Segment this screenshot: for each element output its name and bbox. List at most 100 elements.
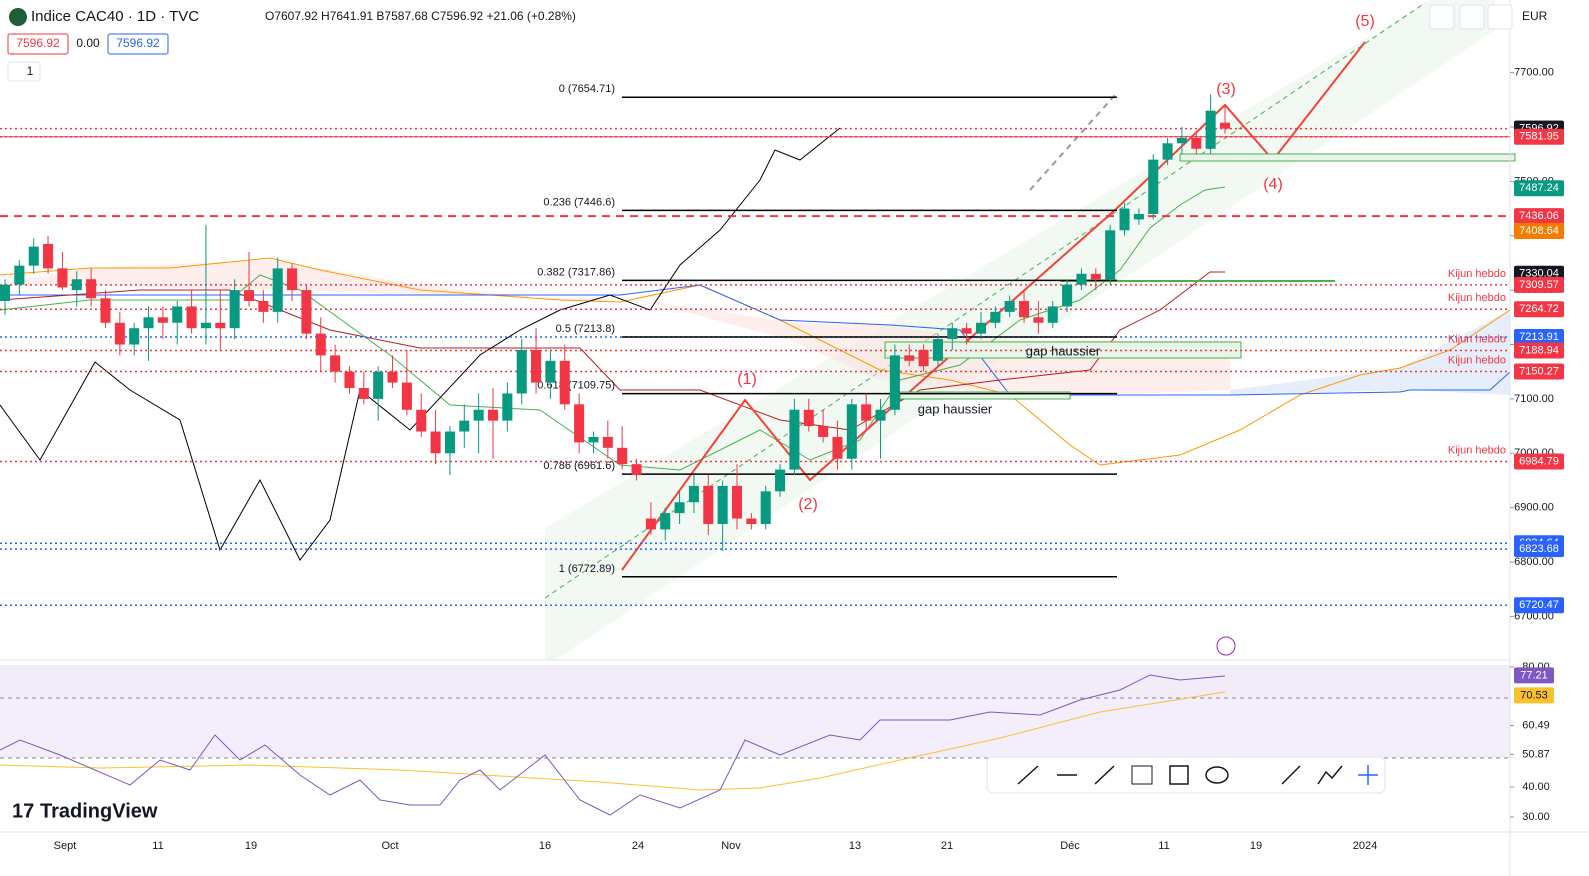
kijun-label: Kijun hebdo (1448, 354, 1506, 366)
candle-body (1019, 301, 1030, 318)
tool-icon[interactable] (1094, 765, 1115, 785)
candle-body (1062, 284, 1073, 307)
candle-body (875, 409, 886, 421)
currency[interactable]: EUR (1522, 9, 1548, 23)
button[interactable] (1487, 4, 1513, 30)
x-tick-label: Nov (721, 840, 741, 852)
candle-body (602, 436, 613, 448)
fib-paren: ) (611, 83, 615, 95)
candle-body (416, 409, 427, 432)
annotation: (3) (1216, 81, 1236, 98)
candle-body (1105, 230, 1116, 280)
candle-body (200, 322, 211, 329)
price-badge-label: 6720.47 (1519, 599, 1559, 611)
candle-body (143, 317, 154, 329)
kijun-label: Kijun hebdo (1448, 333, 1506, 345)
price-badge-label: 7188.94 (1519, 344, 1559, 356)
candle-body (1119, 208, 1130, 231)
x-tick-label: Oct (381, 840, 398, 852)
tool-icon[interactable] (1131, 765, 1153, 785)
annotation: (5) (1355, 13, 1375, 30)
y-tick-label: 6800.00 (1514, 556, 1554, 568)
alert-icon[interactable] (1216, 636, 1236, 656)
rsi-tick-label: 30.00 (1522, 811, 1550, 823)
annotation: (2) (798, 496, 818, 513)
candle-body (516, 349, 527, 394)
candle-body (688, 485, 699, 503)
fib-ratio: 0.382 (537, 266, 565, 278)
price-badge-label: 7264.72 (1519, 303, 1559, 315)
fib-ratio: 0.5 (556, 323, 571, 335)
price-badge-label: 7213.91 (1519, 331, 1559, 343)
candle-body (459, 420, 470, 432)
candle-body (1162, 143, 1173, 160)
candle-body (904, 355, 915, 361)
candle-body (731, 485, 743, 519)
candle-body (301, 290, 312, 334)
fib-ratio: 0.786 (543, 460, 571, 472)
candle-body (531, 349, 542, 383)
x-tick-label: 11 (1158, 840, 1169, 852)
symbol-icon (9, 8, 27, 26)
rsi-badge (1514, 687, 1554, 704)
rsi-tick-label: 60.49 (1522, 719, 1550, 731)
button[interactable] (1459, 4, 1485, 30)
price-badge (1514, 453, 1564, 470)
x-tick-label: 24 (632, 840, 644, 852)
tool-icon[interactable] (1281, 765, 1301, 785)
x-tick-label: 19 (245, 840, 257, 852)
price-badge (1514, 128, 1564, 145)
kijun (0, 271, 1225, 431)
fib-label: 0 (7654.71) (559, 83, 615, 95)
candle-body (832, 436, 843, 459)
fib-paren: ) (611, 460, 615, 472)
fib-paren: ( (565, 563, 572, 575)
price-badge (1514, 363, 1564, 380)
candle-body (990, 311, 1001, 323)
candle-body (1148, 159, 1159, 214)
candle-body (1219, 122, 1231, 129)
y-tick-label: 7100.00 (1514, 393, 1554, 405)
tool-icon[interactable] (1017, 765, 1039, 785)
candle-body (387, 371, 398, 383)
x-tick-label: Déc (1060, 840, 1080, 852)
candle-body (961, 328, 972, 334)
fib-label: 0.382 (7317.86) (537, 266, 615, 278)
bid-box[interactable] (7, 33, 69, 55)
senkou-b (0, 284, 1511, 396)
fib-paren: ) (611, 379, 615, 391)
interval-box[interactable] (7, 61, 41, 82)
candle-body (172, 306, 183, 323)
fib-paren: ) (611, 266, 615, 278)
tool-icon[interactable] (1169, 765, 1189, 785)
ask: 7596.92 (116, 36, 160, 50)
candle-body (100, 298, 111, 323)
candle-body (229, 290, 240, 329)
candle-body (215, 322, 226, 329)
candle-body (746, 518, 757, 524)
ask-box[interactable] (107, 33, 169, 55)
candle-body (28, 246, 39, 266)
price-badge (1514, 180, 1564, 197)
tool-icon[interactable] (1205, 766, 1229, 784)
candle-body (1033, 317, 1044, 323)
fib-paren: ) (611, 196, 615, 208)
candle-body (444, 431, 455, 454)
candle-body (775, 469, 786, 492)
tool-icon[interactable] (1317, 765, 1343, 785)
fib-value: 7317.86 (572, 266, 612, 278)
y-tick-label: 7700.00 (1514, 67, 1554, 79)
candle-body (1191, 137, 1202, 149)
symbol: Indice CAC40 · 1D · TVC (31, 8, 199, 25)
fib-value: 7654.71 (572, 83, 612, 95)
candle-body (545, 360, 556, 383)
price-badge-label: 7487.24 (1519, 182, 1559, 194)
candle-body (975, 322, 987, 334)
rsi-tick-label: 50.87 (1522, 748, 1550, 760)
x-tick-label: 19 (1250, 840, 1262, 852)
button[interactable] (1429, 4, 1455, 30)
fib-label: 1 (6772.89) (559, 563, 615, 575)
candle-body (330, 355, 341, 372)
candle-body (358, 388, 369, 399)
